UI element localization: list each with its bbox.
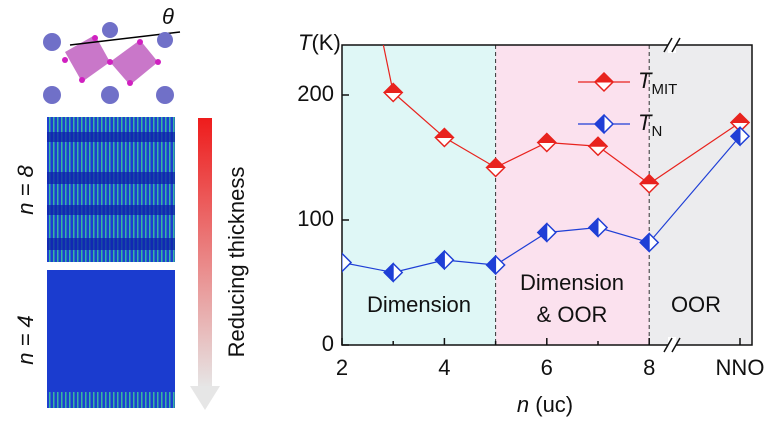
point-marker: [342, 252, 343, 273]
point-marker: [434, 127, 455, 138]
point-marker: [537, 222, 548, 243]
series-line: [342, 135, 741, 274]
point-marker: [730, 126, 741, 147]
legend-label: TN: [638, 110, 662, 140]
data-point: [587, 136, 609, 157]
crystal-structure: θ: [40, 4, 190, 110]
x-tick-label: 4: [438, 355, 450, 380]
series-line: [382, 45, 741, 185]
legend-marker: [594, 113, 605, 135]
axis-break-gap: [668, 37, 676, 53]
x-tick-label: 2: [336, 355, 348, 380]
y-tick-label: 200: [297, 81, 334, 106]
y-tick-label: 0: [322, 331, 334, 356]
data-point: [485, 254, 506, 276]
point-marker: [383, 262, 394, 283]
point-marker: [485, 157, 506, 168]
data-point: [342, 252, 353, 273]
axis-break: [663, 337, 681, 353]
legend-marker: [593, 72, 615, 83]
data-point: [638, 173, 660, 194]
data-point: [485, 157, 506, 178]
data-point: [434, 127, 455, 148]
data-point: [639, 232, 660, 253]
point-marker: [639, 232, 650, 253]
region-label: Dimension & OOR: [520, 270, 624, 327]
data-point: [536, 222, 557, 243]
y-axis-label: T(K): [298, 30, 341, 55]
region: [495, 45, 650, 345]
plot-area: [342, 45, 751, 283]
data-point: [536, 132, 558, 153]
region: [342, 45, 496, 345]
x-axis-label: n (uc): [517, 392, 573, 417]
region-label: Dimension: [367, 292, 471, 317]
point-marker: [342, 252, 353, 273]
x-tick-label: NNO: [716, 355, 765, 380]
chart: Dimension Dimension & OOR OOR 0 100 200 2 4 6 8 NNO…: [297, 30, 765, 417]
point-marker: [485, 254, 497, 276]
image-n4-edge: [47, 392, 175, 408]
legend-entry: TN: [578, 110, 662, 140]
legend-entry: TMIT: [578, 68, 677, 98]
data-point: [729, 126, 751, 147]
image-label: n = 8: [13, 164, 38, 214]
x-tick-label: 6: [541, 355, 553, 380]
data-point: [434, 249, 455, 271]
image-n4: [47, 270, 175, 408]
point-marker: [729, 112, 751, 123]
data-point: [587, 217, 609, 238]
x-tick-label: 8: [643, 355, 655, 380]
arrow-label: Reducing thickness: [224, 167, 249, 358]
region: [649, 45, 752, 345]
legend-label: TMIT: [638, 68, 677, 98]
axis-break: [663, 37, 681, 53]
point-marker: [638, 174, 660, 185]
point-marker: [588, 217, 599, 238]
point-marker: [587, 136, 609, 147]
image-label: n = 4: [13, 315, 38, 365]
image-n8-bands: [47, 132, 175, 250]
point-marker: [434, 249, 445, 271]
thickness-arrow: [190, 118, 220, 410]
region-label: OOR: [671, 292, 721, 317]
data-point: [729, 112, 751, 133]
y-tick-label: 100: [297, 206, 334, 231]
point-marker: [382, 82, 404, 93]
data-point: [383, 262, 404, 283]
angle-label: θ: [162, 4, 174, 29]
data-point: [382, 82, 404, 103]
axis-break-gap: [668, 337, 676, 353]
point-marker: [536, 132, 558, 143]
